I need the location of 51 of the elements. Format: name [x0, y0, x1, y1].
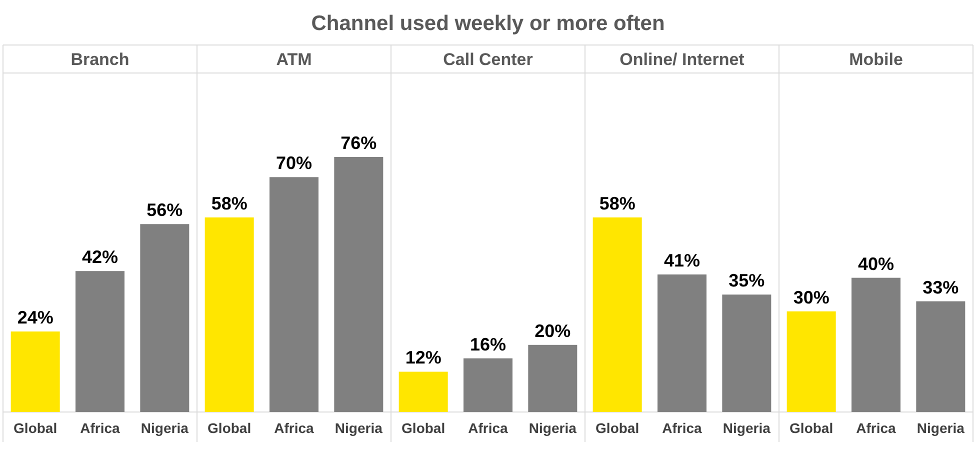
bar: [76, 271, 124, 412]
data-label: 56%: [146, 200, 183, 220]
data-label: 58%: [211, 193, 248, 214]
bar: [334, 157, 384, 412]
x-tick-label: Africa: [856, 420, 896, 436]
text: Call Center: [443, 50, 534, 69]
data-label: 58%: [599, 193, 636, 214]
x-tick-label: Nigeria: [722, 420, 771, 436]
bar: [10, 331, 60, 412]
data-label: 12%: [405, 348, 442, 368]
x-tick-label: Africa: [274, 420, 314, 436]
text: Online/ Internet: [620, 50, 745, 69]
bar: [398, 372, 448, 412]
data-label: 16%: [470, 334, 506, 354]
data-label: 30%: [793, 287, 830, 308]
chart-title: Channel used weekly or more often: [311, 12, 665, 35]
bar: [464, 358, 512, 412]
data-label: 24%: [17, 307, 54, 328]
x-tick-label: Global: [14, 420, 58, 436]
x-tick-label: Nigeria: [334, 420, 383, 436]
bar: [916, 301, 966, 412]
bar: [270, 177, 318, 412]
text: ATM: [276, 50, 312, 69]
data-label: 76%: [340, 133, 377, 153]
data-label: 41%: [664, 250, 700, 270]
bar: [592, 217, 642, 412]
data-label: 20%: [534, 320, 571, 341]
bar: [722, 294, 772, 412]
x-tick-label: Global: [208, 420, 252, 436]
bar: [658, 274, 706, 412]
text: Mobile: [849, 50, 903, 69]
x-tick-label: Africa: [468, 420, 508, 436]
x-tick-label: Global: [402, 420, 446, 436]
bar: [852, 278, 900, 412]
x-tick-label: Nigeria: [140, 420, 189, 436]
x-tick-label: Nigeria: [916, 420, 965, 436]
x-tick-label: Global: [790, 420, 834, 436]
x-tick-label: Africa: [80, 420, 120, 436]
x-tick-label: Africa: [662, 420, 702, 436]
data-label: 33%: [922, 277, 959, 298]
bar: [786, 311, 836, 412]
data-label: 40%: [858, 254, 894, 274]
x-tick-label: Global: [596, 420, 640, 436]
data-label: 35%: [728, 270, 765, 291]
bar: [204, 217, 254, 412]
data-label: 42%: [82, 247, 118, 268]
x-tick-label: Nigeria: [528, 420, 577, 436]
data-label: 70%: [276, 153, 312, 174]
bar: [528, 344, 578, 412]
text: Branch: [70, 50, 130, 69]
bar: [140, 224, 190, 412]
